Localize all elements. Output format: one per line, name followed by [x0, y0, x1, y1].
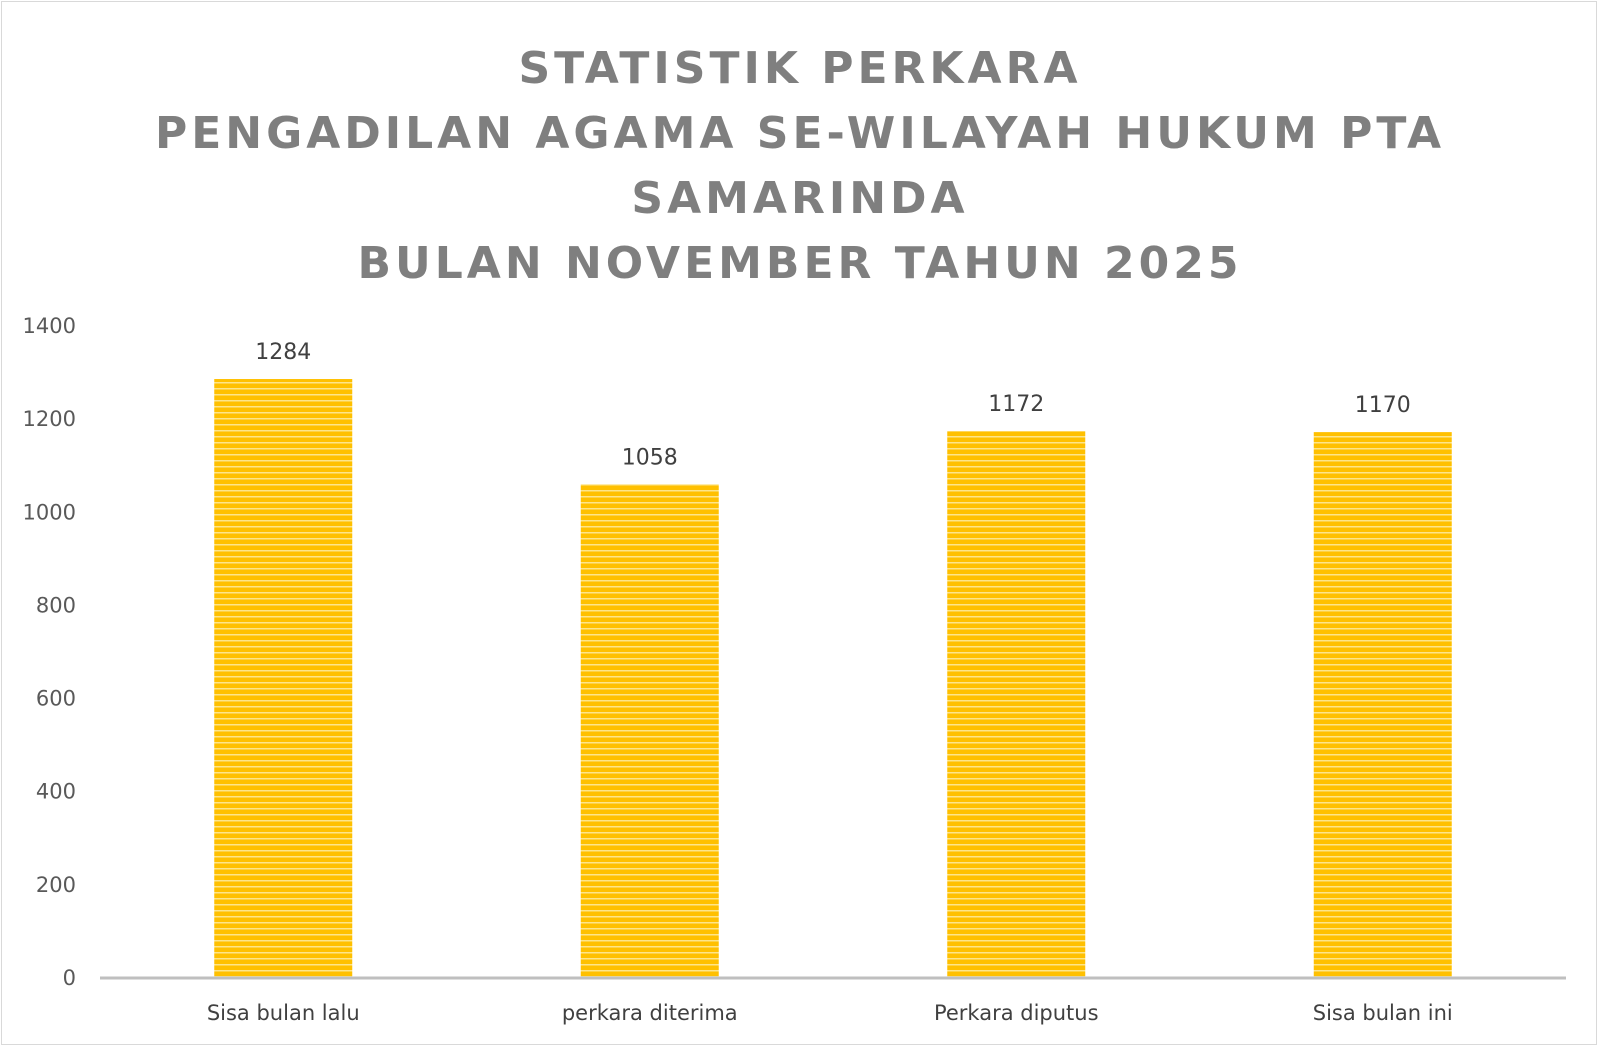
chart-title: STATISTIK PERKARA PENGADILAN AGAMA SE-WI…	[0, 36, 1600, 296]
y-tick-label: 1200	[23, 407, 76, 431]
y-tick-label: 0	[63, 966, 76, 990]
chart-title-line-1: STATISTIK PERKARA	[518, 43, 1082, 94]
chart-title-line-2: PENGADILAN AGAMA SE-WILAYAH HUKUM PTA	[154, 108, 1446, 159]
bar	[580, 484, 719, 977]
y-tick-label: 800	[36, 593, 76, 617]
y-tick-label: 1000	[23, 500, 76, 524]
y-tick-label: 400	[36, 780, 76, 804]
bars-layer	[214, 379, 1452, 978]
y-tick-label: 200	[36, 873, 76, 897]
data-label: 1058	[622, 445, 678, 470]
category-label: Sisa bulan ini	[1313, 1001, 1453, 1025]
data-label: 1172	[988, 392, 1044, 417]
data-label: 1170	[1355, 393, 1411, 418]
category-label: perkara diterima	[562, 1001, 738, 1025]
y-tick-label: 600	[36, 687, 76, 711]
data-label: 1284	[255, 340, 311, 365]
bar	[1313, 432, 1452, 978]
chart-title-line-4: BULAN NOVEMBER TAHUN 2025	[357, 238, 1243, 289]
category-label: Perkara diputus	[934, 1001, 1099, 1025]
bar	[947, 431, 1086, 977]
y-tick-label: 1400	[23, 314, 76, 338]
category-label: Sisa bulan lalu	[207, 1001, 360, 1025]
chart-title-line-3: SAMARINDA	[631, 173, 969, 224]
labels-layer: 0 200 400 600 800 1000 1200 1400 1284 Sisa bulan …	[23, 314, 1453, 1025]
bar	[214, 379, 353, 978]
